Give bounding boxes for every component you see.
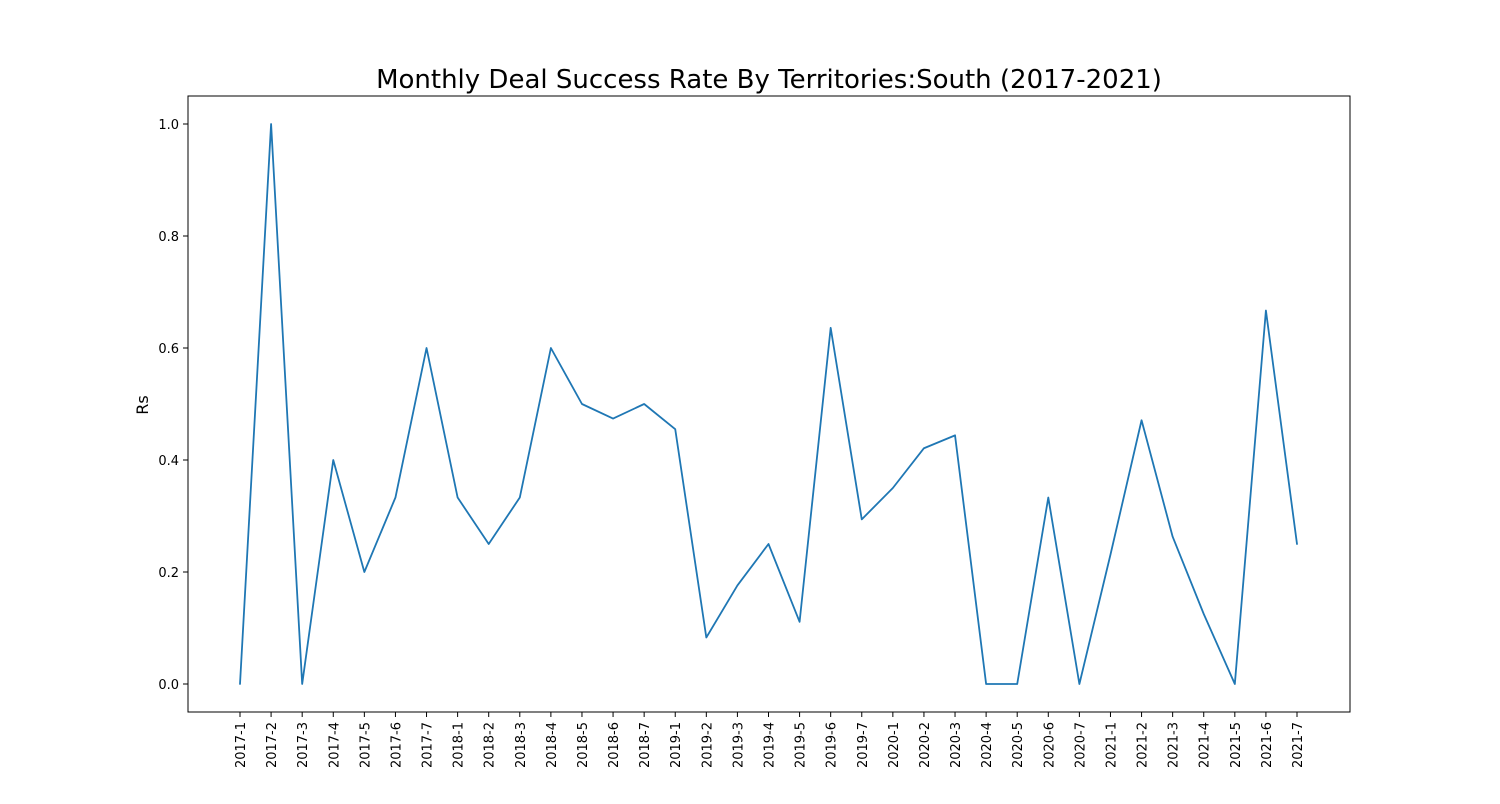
x-tick-label: 2019-1 — [669, 722, 684, 768]
y-tick-label: 0.6 — [158, 342, 179, 357]
x-tick-label: 2020-2 — [918, 722, 933, 768]
x-tick-label: 2019-5 — [794, 722, 809, 768]
x-tick-label: 2019-4 — [763, 722, 778, 768]
plot-area: 0.0 0.2 0.4 0.6 0.8 1.0 2017-1 2017-2 2017-3 2017… — [158, 95, 1351, 768]
x-tick-label: 2018-4 — [545, 722, 560, 768]
x-tick-label: 2020-1 — [887, 722, 902, 768]
x-tick-label: 2017-6 — [389, 722, 404, 768]
y-tick-label: 0.4 — [158, 454, 179, 469]
x-tick-label: 2020-3 — [949, 722, 964, 768]
plot-frame — [187, 95, 1351, 713]
x-tick-label: 2020-6 — [1042, 722, 1057, 768]
x-tick-label: 2020-5 — [1011, 722, 1026, 768]
x-tick-label: 2017-1 — [234, 722, 249, 768]
x-tick-label: 2017-7 — [421, 722, 436, 768]
y-tick-label: 0.0 — [158, 678, 179, 693]
x-tick-label: 2017-4 — [327, 722, 342, 768]
x-tick-label: 2021-6 — [1260, 722, 1275, 768]
x-tick-label: 2018-7 — [638, 722, 653, 768]
x-tick-label: 2017-5 — [358, 722, 373, 768]
series-line — [239, 123, 1298, 685]
x-tick-label: 2017-3 — [296, 722, 311, 768]
x-tick-label: 2021-5 — [1229, 722, 1244, 768]
y-tick-label: 0.8 — [158, 230, 179, 245]
x-tick-label: 2021-1 — [1104, 722, 1119, 768]
x-tick-label: 2017-2 — [265, 722, 280, 768]
x-tick-label: 2019-3 — [731, 722, 746, 768]
x-tick-label: 2018-2 — [483, 722, 498, 768]
x-tick-label: 2019-2 — [700, 722, 715, 768]
x-tick-label: 2020-7 — [1073, 722, 1088, 768]
y-axis-label: Rs — [133, 395, 152, 414]
x-tick-label: 2021-2 — [1136, 722, 1151, 768]
x-tick-label: 2021-4 — [1198, 722, 1213, 768]
x-tick-label: 2019-6 — [825, 722, 840, 768]
x-tick-label: 2020-4 — [980, 722, 995, 768]
x-tick-label: 2018-6 — [607, 722, 622, 768]
chart-title: Monthly Deal Success Rate By Territories… — [376, 65, 1162, 95]
x-tick-label: 2021-3 — [1167, 722, 1182, 768]
x-tick-label: 2018-1 — [452, 722, 467, 768]
x-tick-label: 2018-5 — [576, 722, 591, 768]
x-tick-label: 2019-7 — [856, 722, 871, 768]
y-tick-label: 1.0 — [158, 118, 179, 133]
x-tick-label: 2018-3 — [514, 722, 529, 768]
x-tick-label: 2021-7 — [1291, 722, 1306, 768]
y-tick-label: 0.2 — [158, 566, 179, 581]
